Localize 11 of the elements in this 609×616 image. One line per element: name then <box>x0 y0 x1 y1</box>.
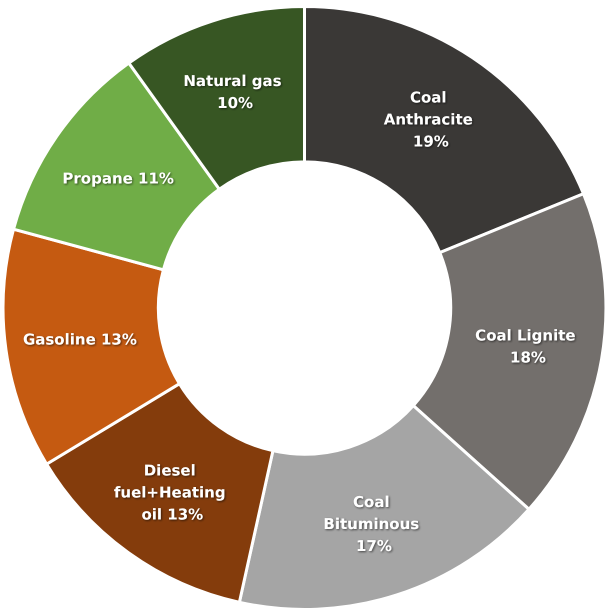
data-label: 10% <box>217 94 254 112</box>
slice-label: Gasoline 13% <box>22 330 137 349</box>
slice-label: Coal Anthracite <box>384 88 478 129</box>
slice-label: Propane 11% <box>62 170 174 188</box>
slice-label: Diesel fuel+Heating oil 13% <box>114 461 231 524</box>
data-label: 19% <box>412 132 449 151</box>
slice-label: Natural gas <box>183 72 287 90</box>
data-label: 18% <box>510 348 546 367</box>
slice-label: Coal Lignite <box>475 326 581 345</box>
slice-label: Coal Bituminous <box>323 492 424 533</box>
data-label: 17% <box>356 536 392 555</box>
